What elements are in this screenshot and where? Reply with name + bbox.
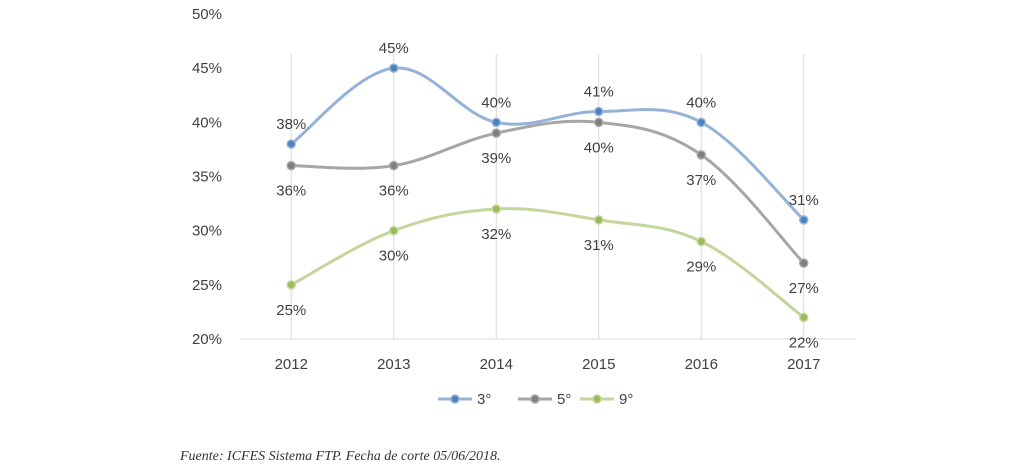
- data-label: 38%: [276, 116, 306, 133]
- legend-marker: [450, 394, 460, 404]
- data-point: [594, 117, 604, 128]
- data-point: [389, 160, 399, 171]
- series-line-3: [289, 207, 806, 319]
- data-label: 40%: [686, 94, 716, 111]
- data-point: [286, 139, 296, 149]
- data-label: 36%: [276, 183, 306, 200]
- x-tick-label: 2014: [480, 356, 513, 373]
- legend-item-2: 5°: [518, 391, 571, 408]
- data-label: 40%: [584, 139, 614, 156]
- data-label: 22%: [789, 334, 819, 351]
- x-tick-label: 2017: [787, 356, 820, 373]
- axes: 20% 25% 30% 35% 40% 45% 50% 2012 2013 2014 2015 201…: [192, 6, 855, 373]
- x-tick-label: 2013: [377, 356, 410, 373]
- data-label: 30%: [379, 248, 409, 265]
- data-label: 37%: [686, 172, 716, 189]
- data-point: [389, 63, 399, 73]
- series-group: [286, 63, 809, 323]
- data-labels: 38% 45% 40% 41% 40% 31% 36% 36% 39% 40% 37% 27% 25% 3…: [276, 40, 819, 351]
- legend-marker: [530, 394, 540, 404]
- legend-label: 5°: [557, 391, 571, 408]
- x-tick-label: 2012: [275, 356, 308, 373]
- data-label: 40%: [481, 94, 511, 111]
- data-point: [799, 215, 809, 225]
- data-label: 41%: [584, 84, 614, 101]
- x-tick-label: 2016: [685, 356, 718, 373]
- y-tick-label: 50%: [192, 6, 222, 23]
- data-point: [696, 117, 706, 128]
- gridlines: [290, 54, 805, 339]
- series-line-2: [289, 119, 806, 265]
- data-point: [696, 236, 706, 247]
- data-point: [799, 258, 809, 268]
- data-label: 31%: [584, 237, 614, 254]
- data-point: [286, 280, 296, 290]
- legend-item-1: 3°: [438, 391, 491, 408]
- y-tick-label: 20%: [192, 331, 222, 348]
- y-tick-label: 25%: [192, 277, 222, 294]
- data-point: [594, 215, 604, 225]
- data-point: [491, 204, 501, 214]
- data-point: [491, 128, 501, 138]
- legend-item-3: 9°: [580, 391, 633, 408]
- data-point: [491, 117, 501, 128]
- data-label: 31%: [789, 192, 819, 209]
- y-tick-label: 35%: [192, 169, 222, 186]
- data-point: [389, 225, 399, 236]
- data-label: 29%: [686, 259, 716, 276]
- data-label: 25%: [276, 302, 306, 319]
- series-line-1: [289, 66, 806, 222]
- data-label: 36%: [379, 183, 409, 200]
- legend-marker: [592, 394, 602, 404]
- legend-label: 3°: [477, 391, 491, 408]
- data-label: 39%: [481, 150, 511, 167]
- data-point: [286, 160, 296, 171]
- data-label: 32%: [481, 226, 511, 243]
- data-label: 45%: [379, 40, 409, 57]
- source-note: Fuente: ICFES Sistema FTP. Fecha de cort…: [180, 449, 501, 464]
- data-point: [799, 312, 809, 323]
- y-tick-label: 45%: [192, 60, 222, 77]
- legend-label: 9°: [619, 391, 633, 408]
- data-point: [696, 150, 706, 160]
- x-tick-label: 2015: [582, 356, 615, 373]
- y-tick-label: 40%: [192, 114, 222, 131]
- legend: 3° 5° 9°: [438, 391, 633, 408]
- y-tick-label: 30%: [192, 223, 222, 240]
- data-label: 27%: [789, 280, 819, 297]
- data-point: [594, 106, 604, 117]
